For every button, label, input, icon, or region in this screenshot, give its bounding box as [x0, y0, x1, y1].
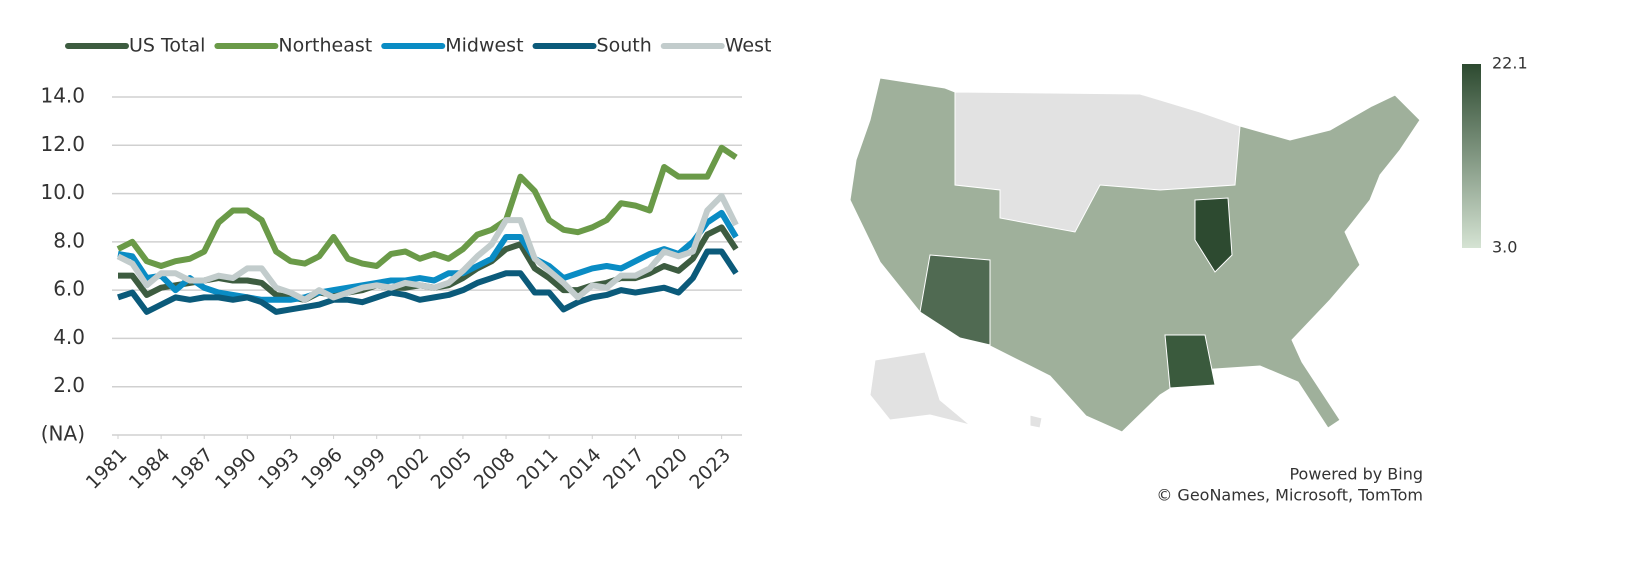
color-scale-label: 3.0: [1492, 238, 1517, 257]
x-tick-label: 1987: [168, 444, 218, 494]
x-tick-label: 2002: [383, 444, 433, 494]
legend-item: West: [660, 35, 772, 57]
x-tick-label: 2017: [599, 444, 649, 494]
x-tick-label: 2005: [427, 444, 477, 494]
y-tick-label: (NA): [41, 422, 85, 446]
attribution: Powered by Bing: [1289, 465, 1423, 484]
northern-states: [954, 91, 1241, 233]
alaska: [869, 351, 971, 426]
legend-label: Midwest: [445, 35, 523, 57]
legend-item: Northeast: [214, 35, 372, 57]
x-tick-label: 2014: [556, 444, 606, 494]
series-line: [117, 209, 739, 303]
hawaii: [1029, 414, 1043, 429]
x-tick-label: 1981: [82, 444, 132, 494]
x-tick-label: 2023: [685, 444, 735, 494]
louisiana: [1164, 334, 1216, 389]
x-tick-label: 2011: [513, 444, 563, 494]
legend-label: US Total: [129, 35, 205, 57]
legend-item: US Total: [65, 35, 205, 57]
x-tick-label: 1999: [340, 444, 390, 494]
y-tick-label: 10.0: [40, 180, 85, 204]
x-tick-label: 2020: [642, 444, 692, 494]
us-map: [849, 77, 1421, 433]
legend-item: South: [532, 35, 652, 57]
x-tick-label: 1996: [297, 444, 347, 494]
legend-label: West: [725, 35, 772, 57]
y-tick-label: 2.0: [53, 373, 85, 397]
x-tick-label: 1993: [254, 444, 304, 494]
legend-item: Midwest: [381, 35, 524, 57]
color-scale: [1462, 64, 1481, 248]
x-tick-label: 2008: [470, 444, 520, 494]
y-tick-label: 6.0: [53, 277, 85, 301]
series-line: [117, 248, 739, 315]
legend-label: South: [597, 35, 652, 57]
attribution: © GeoNames, Microsoft, TomTom: [1156, 486, 1423, 505]
y-tick-label: 14.0: [40, 84, 85, 108]
illinois: [1194, 197, 1233, 273]
y-tick-label: 4.0: [53, 325, 85, 349]
series-line: [116, 144, 738, 269]
x-tick-label: 1984: [125, 444, 175, 494]
arizona: [919, 254, 991, 346]
color-scale-label: 22.1: [1492, 54, 1528, 73]
y-tick-label: 8.0: [53, 228, 85, 252]
x-tick-label: 1990: [211, 444, 261, 494]
series-line: [116, 192, 739, 303]
legend-label: Northeast: [278, 35, 372, 57]
y-tick-label: 12.0: [40, 132, 85, 156]
